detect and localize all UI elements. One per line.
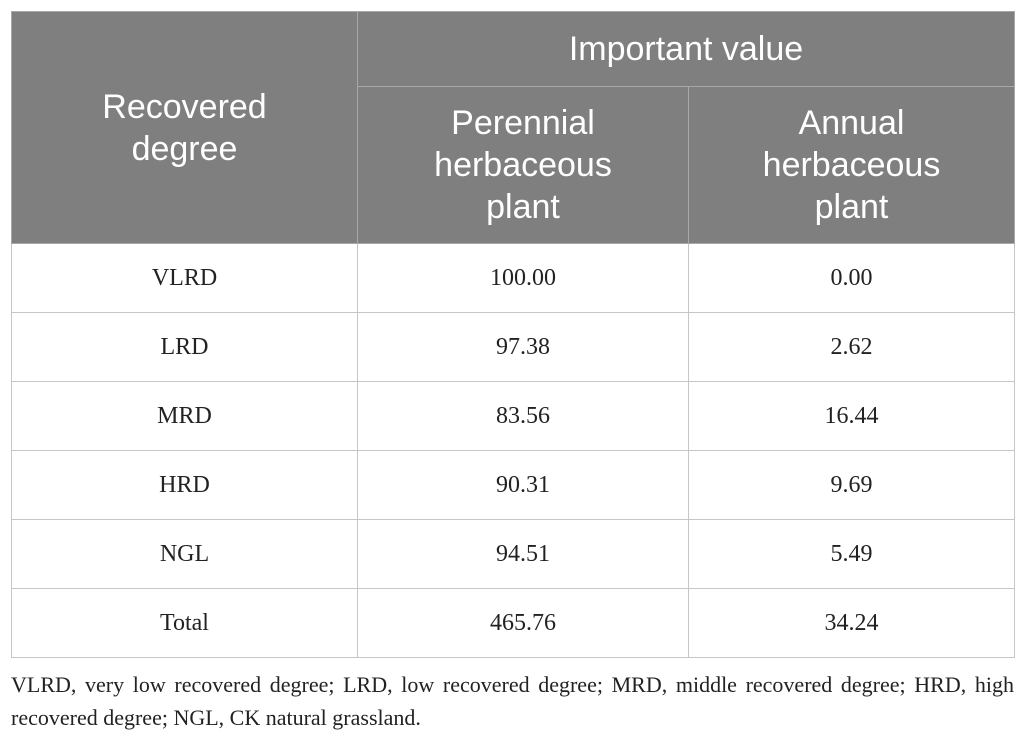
cell-degree: MRD <box>11 381 358 451</box>
cell-annual: 2.62 <box>687 312 1016 382</box>
header-annual-line: Annual <box>798 104 905 142</box>
cell-degree: Total <box>11 588 358 658</box>
cell-annual: 9.69 <box>687 450 1016 520</box>
table-row: VLRD 100.00 0.00 <box>11 243 1016 313</box>
header-annual-herbaceous-plant: Annual herbaceous plant <box>687 86 1016 244</box>
table-container: Recovered degree Important value Perenni… <box>11 11 1016 734</box>
cell-perennial: 94.51 <box>357 519 689 589</box>
cell-perennial: 100.00 <box>357 243 689 313</box>
cell-perennial: 83.56 <box>357 381 689 451</box>
header-row-sub: Perennial herbaceous plant Annual herbac… <box>12 86 1016 244</box>
cell-annual: 0.00 <box>687 243 1016 313</box>
header-perennial-line: herbaceous <box>434 146 612 184</box>
header-recovered-degree-line: Recovered <box>102 87 267 126</box>
header-important-value: Important value <box>356 11 1016 87</box>
table-body: VLRD 100.00 0.00 LRD 97.38 2.62 MRD 83.5… <box>11 243 1016 658</box>
header-perennial-herbaceous-plant: Perennial herbaceous plant <box>357 86 689 244</box>
table-row: LRD 97.38 2.62 <box>11 312 1016 382</box>
header-perennial-line: Perennial <box>451 104 595 142</box>
cell-annual: 5.49 <box>687 519 1016 589</box>
table-row-total: Total 465.76 34.24 <box>11 588 1016 658</box>
cell-perennial: 90.31 <box>357 450 689 520</box>
table-footnote: VLRD, very low recovered degree; LRD, lo… <box>11 672 1014 730</box>
cell-degree: HRD <box>11 450 358 520</box>
header-perennial-line: plant <box>486 188 560 226</box>
table-row: MRD 83.56 16.44 <box>11 381 1016 451</box>
header-recovered-degree: Recovered degree <box>11 11 358 244</box>
cell-degree: VLRD <box>11 243 358 313</box>
cell-perennial: 97.38 <box>357 312 689 382</box>
table-header: Recovered degree Important value Perenni… <box>11 11 1016 244</box>
important-value-table: Recovered degree Important value Perenni… <box>11 11 1016 658</box>
cell-annual: 16.44 <box>687 381 1016 451</box>
cell-degree: LRD <box>11 312 358 382</box>
cell-perennial: 465.76 <box>357 588 689 658</box>
cell-annual: 34.24 <box>687 588 1016 658</box>
header-row-top: Recovered degree Important value <box>11 11 1016 244</box>
cell-degree: NGL <box>11 519 358 589</box>
header-annual-line: herbaceous <box>762 146 941 184</box>
header-annual-line: plant <box>814 188 889 226</box>
table-row: NGL 94.51 5.49 <box>11 519 1016 589</box>
header-recovered-degree-line: degree <box>131 129 238 168</box>
table-row: HRD 90.31 9.69 <box>11 450 1016 520</box>
